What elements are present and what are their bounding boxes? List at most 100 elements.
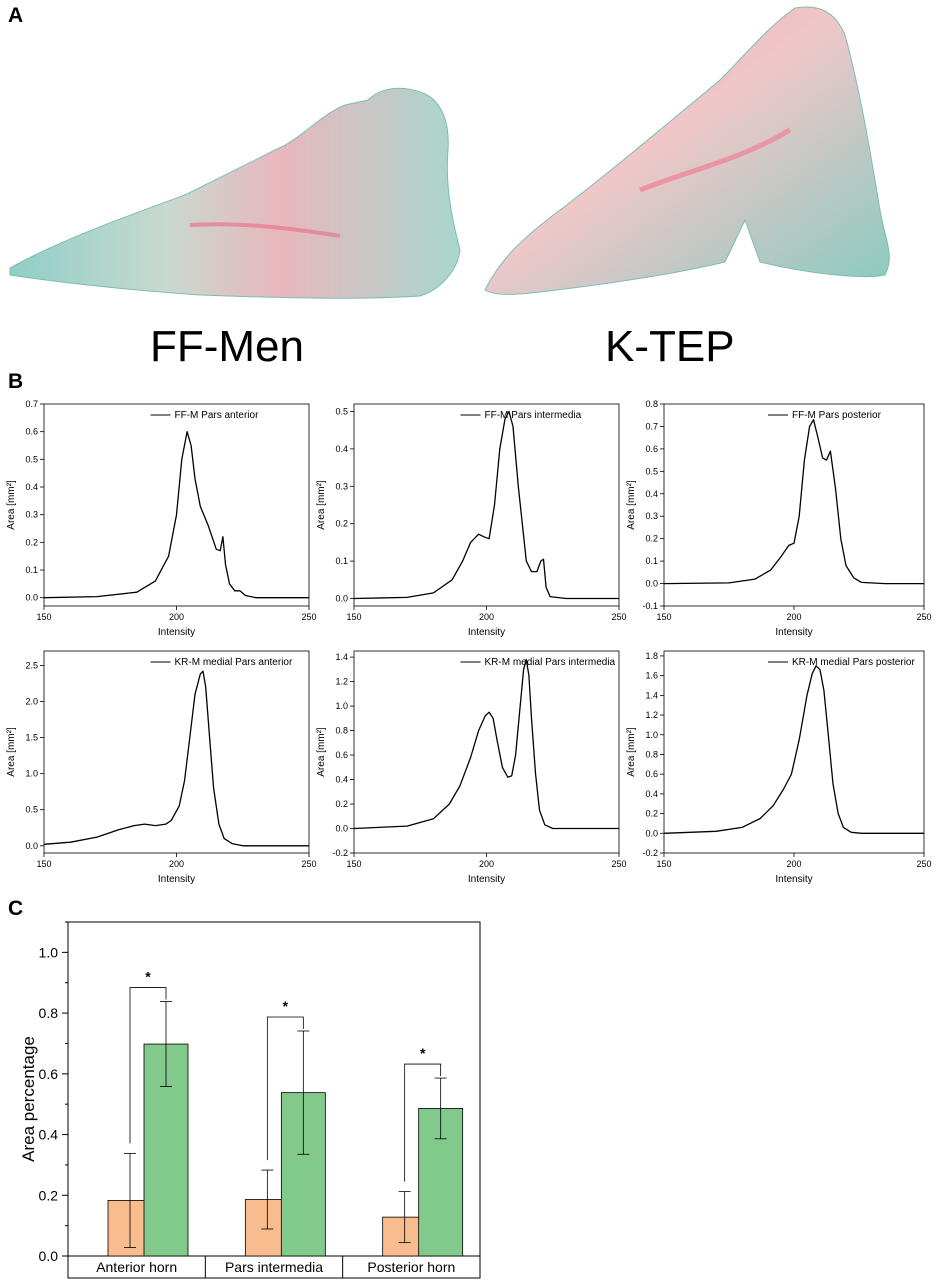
category-label: Posterior horn (367, 1259, 455, 1275)
sample-label-k-tep: K-TEP (605, 322, 735, 371)
y-tick-label: 2.0 (25, 697, 38, 707)
line-plot-5: 150 200 250 -0.2 0.0 0.2 0.4 0.6 0.8 1.0 1.2 1.4 Int… (316, 650, 627, 885)
legend-label: FF-M Pars anterior (175, 410, 260, 421)
plot-frame (663, 650, 925, 854)
line-plot-3: 150 200 250 -0.1 0.0 0.1 0.2 0.3 0.4 0.5 0.6 0.7 0.8… (626, 399, 932, 638)
sample-label-ff-men: FF-Men (150, 322, 304, 371)
y-tick-label: 0.5 (645, 466, 658, 476)
y-tick-label: 0.2 (39, 1187, 59, 1203)
y-tick-label: 0.6 (25, 427, 38, 437)
data-curve (353, 410, 619, 600)
data-curve (353, 658, 619, 830)
x-tick-label: 250 (301, 612, 316, 622)
x-tick-label: 250 (611, 859, 626, 869)
y-tick-label: 0.0 (39, 1248, 59, 1264)
y-tick-label: 0.8 (335, 726, 348, 736)
y-tick-label: 0.8 (39, 1005, 59, 1021)
y-axis-label: Area [mm²] (316, 727, 327, 777)
data-curve (43, 431, 309, 599)
y-tick-label: 0.5 (25, 805, 38, 815)
x-axis-label: Intensity (158, 627, 195, 638)
y-tick-label: 0.4 (645, 789, 658, 799)
y-tick-label: 1.2 (645, 710, 658, 720)
k-tep-tissue (484, 6, 890, 295)
x-tick-label: 150 (656, 859, 671, 869)
category-label: Anterior horn (96, 1259, 177, 1275)
y-tick-label: 0.4 (39, 1127, 59, 1143)
x-tick-label: 200 (479, 859, 494, 869)
y-tick-label: 0.3 (335, 481, 348, 491)
y-tick-label: 2.5 (25, 660, 38, 670)
data-curve (663, 665, 924, 834)
line-plot-4: 150 200 250 0.0 0.5 1.0 1.5 2.0 2.5 Intensity Area… (6, 650, 317, 885)
y-tick-label: 0.1 (25, 565, 38, 575)
y-tick-label: 0.2 (335, 519, 348, 529)
x-tick-label: 150 (346, 859, 361, 869)
line-chart-grid: 150 200 250 0.0 0.1 0.2 0.3 0.4 0.5 0.6 0.7 Intensi… (6, 399, 932, 885)
panel-label-a: A (8, 4, 24, 27)
y-tick-label: -0.2 (642, 848, 658, 858)
y-tick-label: 0.4 (335, 444, 348, 454)
y-tick-label: 0.7 (25, 399, 38, 409)
x-tick-label: 250 (611, 612, 626, 622)
y-tick-label: 0.2 (335, 799, 348, 809)
line-plot-1: 150 200 250 0.0 0.1 0.2 0.3 0.4 0.5 0.6 0.7 Intensi… (6, 399, 317, 638)
x-tick-label: 150 (346, 612, 361, 622)
x-tick-label: 250 (916, 612, 931, 622)
y-tick-label: 0.7 (645, 421, 658, 431)
x-axis-label: Intensity (775, 627, 812, 638)
x-tick-label: 200 (479, 612, 494, 622)
x-tick-label: 150 (36, 859, 51, 869)
y-axis-label: Area [mm²] (6, 727, 17, 777)
y-tick-label: 0.3 (645, 511, 658, 521)
y-tick-label: 0.6 (645, 444, 658, 454)
y-tick-label: -0.2 (332, 848, 348, 858)
legend-label: KR-M medial Pars intermedia (485, 657, 616, 668)
x-tick-label: 150 (656, 612, 671, 622)
y-tick-label: 1.5 (25, 733, 38, 743)
y-tick-label: 0.0 (645, 579, 658, 589)
y-tick-label: 1.2 (335, 677, 348, 687)
y-tick-label: 1.4 (335, 652, 348, 662)
y-axis-label: Area percentage (19, 1036, 38, 1162)
x-tick-label: 250 (916, 859, 931, 869)
significance-marker: * (420, 1045, 426, 1061)
y-tick-label: 0.4 (335, 775, 348, 785)
y-tick-label: 0.3 (25, 510, 38, 520)
x-axis-label: Intensity (775, 874, 812, 885)
line-plot-6: 150 200 250 -0.2 0.0 0.2 0.4 0.6 0.8 1.0 1.2 1.4 1.6… (626, 650, 932, 885)
y-tick-label: 0.6 (645, 769, 658, 779)
significance-marker: * (145, 969, 151, 985)
plot-frame (43, 403, 310, 607)
ff-men-tissue-fiber (189, 222, 341, 238)
y-tick-label: 1.6 (645, 671, 658, 681)
y-tick-label: 0.2 (645, 534, 658, 544)
y-tick-label: -0.1 (642, 601, 658, 611)
x-axis-label: Intensity (158, 874, 195, 885)
x-tick-label: 200 (786, 859, 801, 869)
y-tick-label: 0.0 (25, 841, 38, 851)
y-axis-label: Area [mm²] (316, 480, 327, 530)
y-tick-label: 0.8 (645, 399, 658, 409)
x-axis-label: Intensity (468, 874, 505, 885)
y-tick-label: 0.4 (645, 489, 658, 499)
bar-chart-c: 0.0 0.2 0.4 0.6 0.8 1.0 Area percentage Anterio… (19, 921, 481, 1279)
significance-bracket (129, 987, 167, 1144)
x-tick-label: 200 (786, 612, 801, 622)
x-tick-label: 250 (301, 859, 316, 869)
y-tick-label: 0.8 (645, 749, 658, 759)
y-tick-label: 0.5 (335, 406, 348, 416)
panel-label-b: B (8, 370, 24, 393)
y-tick-label: 1.8 (645, 651, 658, 661)
x-tick-label: 150 (36, 612, 51, 622)
y-axis-label: Area [mm²] (626, 727, 637, 777)
significance-marker: * (283, 998, 289, 1014)
y-axis-label: Area [mm²] (6, 480, 17, 530)
y-tick-label: 0.6 (39, 1066, 59, 1082)
panel-label-c: C (8, 897, 24, 920)
legend-label: KR-M medial Pars posterior (792, 657, 915, 668)
legend-label: KR-M medial Pars anterior (175, 657, 293, 668)
y-tick-label: 0.2 (645, 809, 658, 819)
k-tep-tissue-fiber (639, 127, 792, 193)
x-axis-label: Intensity (468, 627, 505, 638)
